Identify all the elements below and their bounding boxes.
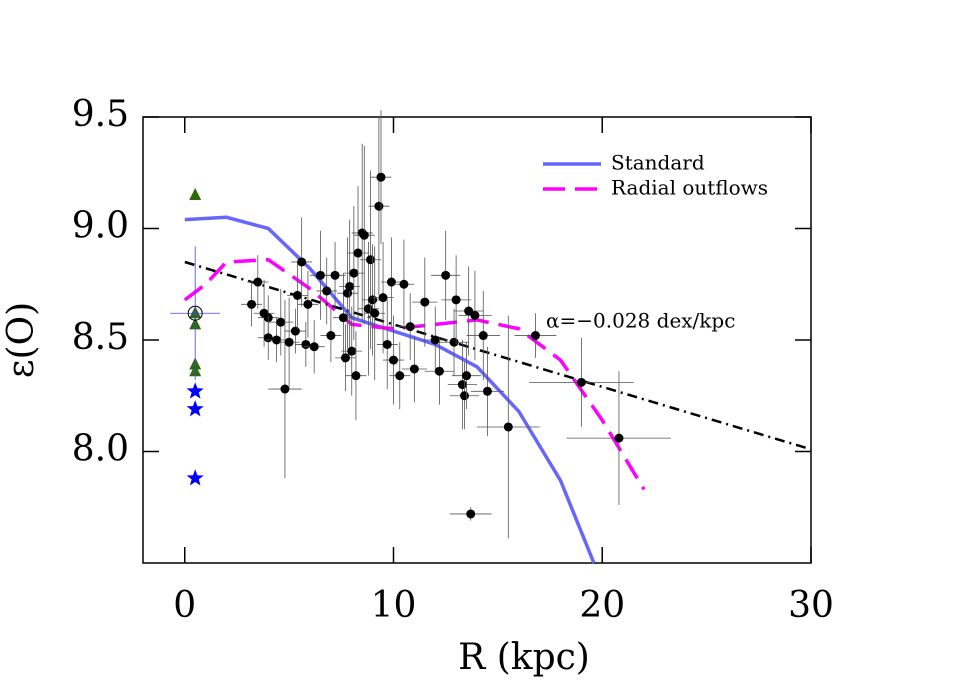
x-tick-label: 30	[788, 585, 834, 626]
x-axis-label: R (kpc)	[458, 637, 590, 678]
data-point	[386, 277, 396, 287]
data-point	[464, 306, 474, 316]
data-point	[349, 268, 359, 278]
data-point	[359, 230, 369, 240]
data-point	[315, 270, 325, 280]
data-point	[186, 382, 204, 399]
data-point	[340, 353, 350, 363]
data-point	[351, 371, 361, 381]
y-tick-label: 8.0	[72, 429, 129, 470]
x-tick-label: 10	[371, 585, 417, 626]
y-tick-label: 8.5	[72, 317, 129, 358]
data-point	[614, 433, 624, 443]
x-tick-label: 20	[579, 585, 625, 626]
y-tick-label: 9.5	[72, 94, 129, 135]
data-point	[389, 355, 398, 365]
data-point	[297, 257, 307, 267]
data-point	[374, 201, 384, 211]
data-point	[399, 279, 409, 289]
data-point	[430, 335, 440, 345]
annotation: α=−0.028 dex/kpc	[546, 309, 735, 333]
data-point	[347, 346, 357, 356]
y-tick-label: 9.0	[72, 206, 129, 247]
data-point	[378, 293, 388, 303]
data-point	[187, 305, 203, 321]
y-axis-label: ε(O)	[1, 302, 42, 378]
data-point	[459, 391, 469, 401]
data-point	[576, 377, 586, 387]
data-point	[353, 248, 363, 258]
data-point	[326, 331, 336, 341]
line-series	[183, 257, 646, 491]
data-point	[189, 188, 202, 201]
data-point	[457, 380, 467, 390]
data-point	[405, 322, 415, 332]
x-tick-label: 0	[173, 585, 196, 626]
data-point	[338, 313, 348, 323]
data-point	[330, 270, 340, 280]
data-point	[253, 277, 263, 287]
data-point	[345, 281, 355, 291]
data-point	[301, 339, 311, 349]
legend-label: Radial outflows	[611, 176, 768, 200]
data-point	[263, 333, 273, 343]
data-point	[303, 299, 313, 309]
data-point	[462, 371, 472, 381]
data-point	[451, 295, 461, 305]
data-point	[376, 172, 386, 182]
data-point	[292, 290, 302, 300]
legend-label: Standard	[611, 151, 705, 175]
data-point	[420, 297, 430, 307]
data-point	[309, 342, 319, 352]
data-point	[368, 295, 378, 305]
data-point	[503, 422, 513, 432]
data-point	[272, 335, 282, 345]
data-point	[186, 469, 204, 486]
data-point	[280, 384, 290, 394]
data-point	[478, 331, 488, 341]
data-point	[276, 317, 286, 327]
data-point	[366, 255, 376, 265]
data-point	[449, 337, 459, 347]
data-point	[382, 339, 392, 349]
data-point	[395, 371, 405, 381]
data-point	[409, 364, 419, 374]
data-point	[370, 308, 380, 318]
data-point	[530, 331, 540, 341]
data-point	[482, 386, 492, 396]
data-point	[466, 509, 476, 519]
line-series	[184, 260, 812, 451]
data-point	[284, 337, 294, 347]
data-point	[470, 310, 480, 320]
data-point	[247, 299, 257, 309]
data-point	[441, 270, 451, 280]
data-point	[322, 286, 332, 296]
data-point	[290, 326, 300, 336]
line-series	[184, 215, 596, 564]
data-point	[434, 366, 444, 376]
data-point	[186, 400, 204, 417]
